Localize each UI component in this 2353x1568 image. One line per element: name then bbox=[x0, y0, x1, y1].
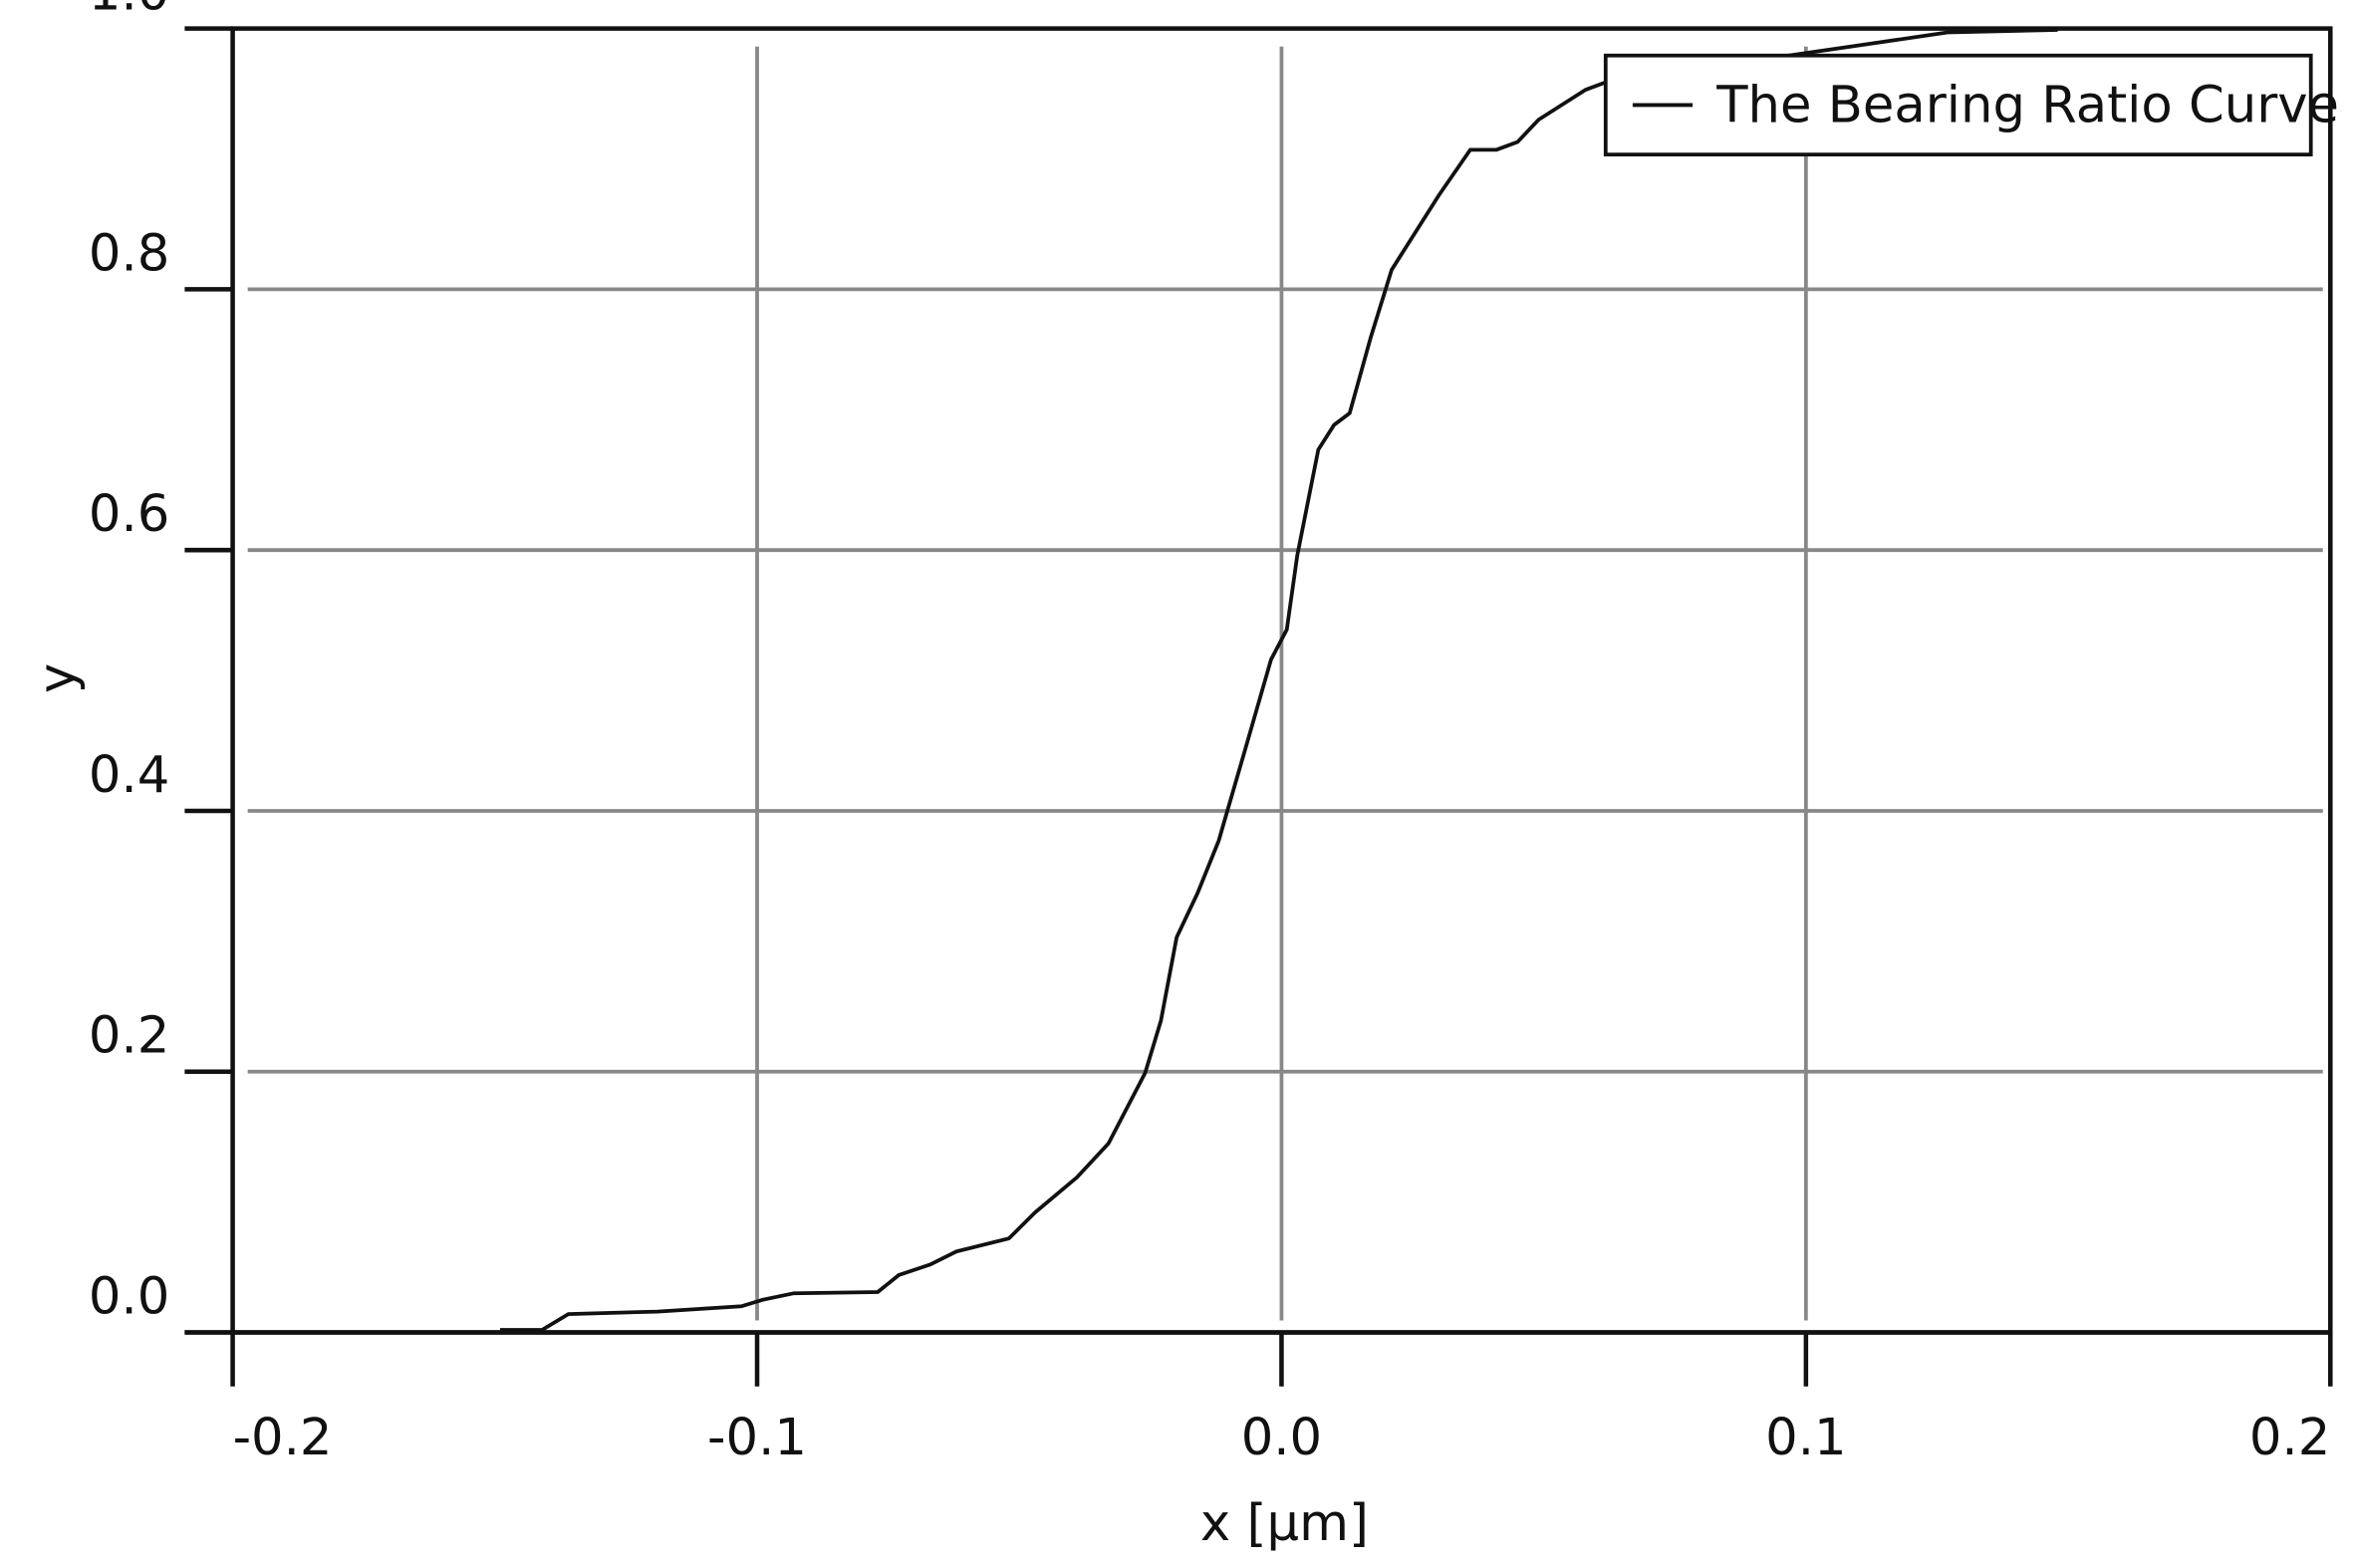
x-tick-label: 0.0 bbox=[1241, 1408, 1322, 1467]
y-tick-label: 0.2 bbox=[89, 1006, 169, 1066]
y-axis-label: y bbox=[27, 663, 87, 693]
data-line bbox=[499, 28, 2058, 1332]
y-tick-label: 1.0 bbox=[89, 0, 169, 22]
x-tick-label: -0.2 bbox=[233, 1408, 333, 1467]
y-tick-label: 0.6 bbox=[89, 484, 169, 544]
x-tick-label: 0.2 bbox=[2249, 1408, 2330, 1467]
legend-label: The Bearing Ratio Curve bbox=[1715, 75, 2339, 134]
legend-box bbox=[1603, 53, 2313, 157]
y-tick-label: 0.0 bbox=[89, 1266, 169, 1326]
x-tick-label: 0.1 bbox=[1765, 1408, 1846, 1467]
y-tick-label: 0.4 bbox=[89, 745, 169, 805]
x-tick-label: -0.1 bbox=[707, 1408, 807, 1467]
y-tick-label: 0.8 bbox=[89, 223, 169, 283]
x-axis-label: x [μm] bbox=[1200, 1493, 1369, 1553]
